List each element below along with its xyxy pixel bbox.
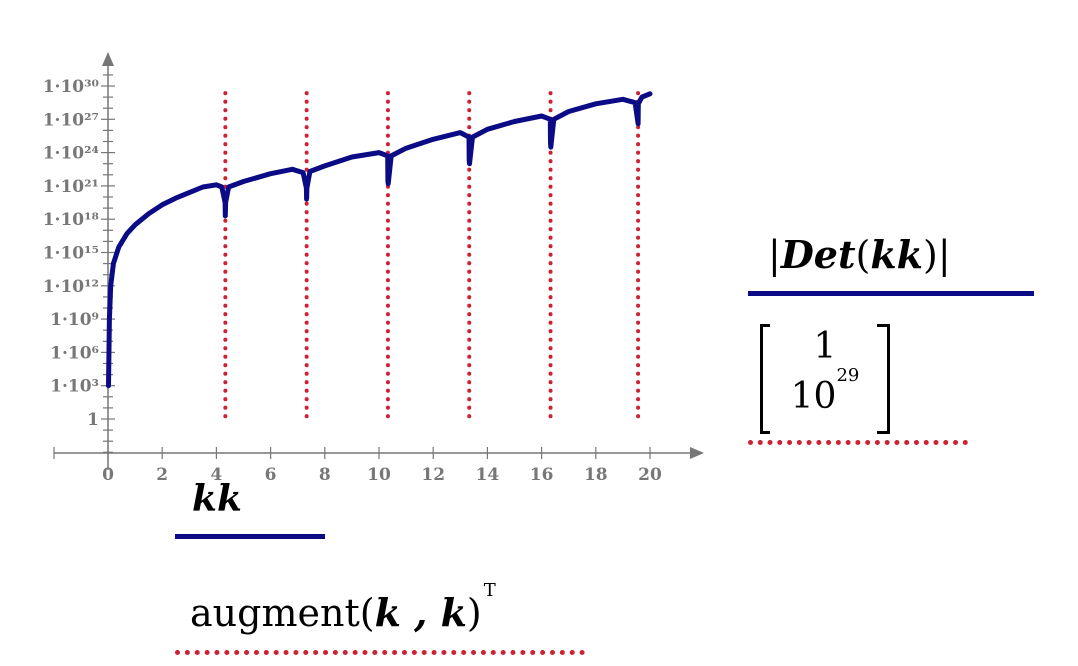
y-tick-label: 1·10²⁴ <box>43 144 99 164</box>
x-tick-label: 10 <box>367 465 391 485</box>
y-tick-label: 1·10³⁰ <box>43 77 99 97</box>
det-arg: kk <box>870 232 923 277</box>
y-trace1-legend-swatch <box>748 291 1034 296</box>
trace2-legend-swatch <box>175 650 585 655</box>
x-tick-label: 20 <box>638 465 662 485</box>
y-tick-label: 1·10⁶ <box>50 343 99 363</box>
x-tick-label: 8 <box>319 465 331 485</box>
y-tick-label: 1·10¹² <box>43 277 99 297</box>
matrix-row-2-exp: 29 <box>836 365 860 386</box>
trace2-fn-args: k , k <box>374 590 467 635</box>
x-tick-label: 6 <box>265 465 277 485</box>
bracket-corner <box>877 431 887 434</box>
x-axis-trace1-label[interactable]: kk <box>192 478 242 520</box>
y-tick-label: 1·10²⁷ <box>43 110 99 130</box>
x-tick-label: 4 <box>210 465 222 485</box>
x-tick-label: 12 <box>421 465 445 485</box>
y-tick-label: 1 <box>87 410 99 430</box>
y-tick-label: 1·10²¹ <box>43 177 99 197</box>
x-tick-label: 2 <box>156 465 168 485</box>
chart-marks <box>106 91 653 421</box>
x-axis-trace2-label[interactable]: augment(k , k)T <box>190 580 496 635</box>
transpose-superscript: T <box>483 580 496 602</box>
bracket-corner <box>877 324 887 327</box>
matrix-row-2-base: 10 <box>790 376 837 417</box>
y-axis-trace2-matrix[interactable]: 1 1029 <box>760 324 890 434</box>
trace1-legend-swatch <box>175 534 325 539</box>
det-fn: Det <box>780 232 856 277</box>
bracket-corner <box>760 431 770 434</box>
x-axis-arrow <box>690 447 704 459</box>
y-tick-label: 1·10¹⁸ <box>43 210 99 230</box>
y-axis-arrow <box>102 52 114 66</box>
y-trace2-legend-swatch <box>748 440 968 445</box>
tick-labels: 0 2 4 6 8 10 12 14 16 18 20 1 1·10³ 1·10⁶ 1·10⁹ 1·10¹² 1… <box>43 77 662 485</box>
bracket-corner <box>760 324 770 327</box>
axes <box>53 52 704 470</box>
x-tick-label: 0 <box>102 465 114 485</box>
matrix-row-2: 1029 <box>763 365 887 417</box>
matrix-row-1: 1 <box>813 326 837 367</box>
y-tick-label: 1·10⁹ <box>50 310 99 330</box>
trace2-fn-name: augment <box>190 591 360 635</box>
x-tick-label: 18 <box>584 465 608 485</box>
y-tick-label: 1·10³ <box>50 377 99 397</box>
x-tick-label: 14 <box>476 465 500 485</box>
y-axis-trace1-label[interactable]: |Det(kk)| <box>768 232 951 277</box>
trace1-curve <box>106 91 653 389</box>
y-tick-label: 1·10¹⁵ <box>43 244 99 264</box>
x-tick-label: 16 <box>530 465 554 485</box>
